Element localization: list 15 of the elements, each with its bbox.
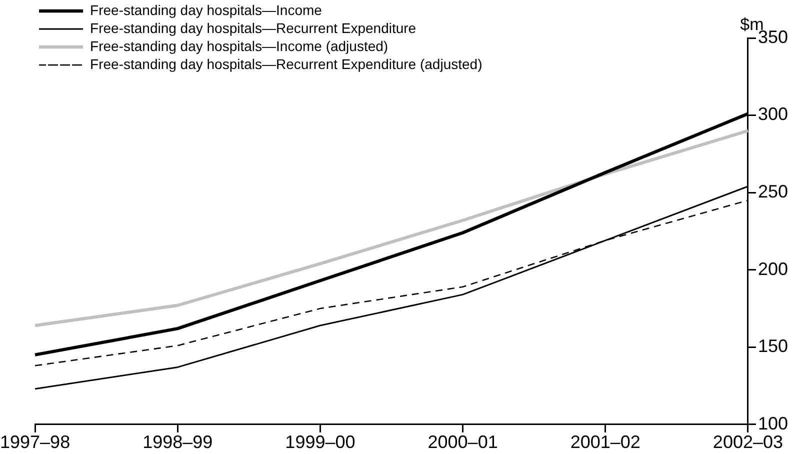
x-tick-label: 2001–02	[570, 432, 640, 452]
x-tick-label: 1999–00	[285, 432, 356, 452]
y-tick-label: 250	[758, 182, 788, 202]
legend-label: Free-standing day hospitals—Recurrent Expenditure	[90, 20, 416, 36]
legend-label: Free-standing day hospitals—Income	[90, 2, 322, 18]
legend-label: Free-standing day hospitals—Recurrent Expenditure (adjusted)	[90, 56, 482, 72]
x-tick-label: 1998–99	[142, 432, 213, 452]
x-tick-label: 1997–98	[0, 432, 70, 452]
x-tick-label: 2000–01	[428, 432, 498, 452]
y-tick-label: 200	[758, 258, 788, 279]
y-tick-label: 300	[758, 104, 788, 124]
x-tick-label: 2002–03	[712, 432, 784, 452]
y-tick-label: 150	[758, 336, 788, 356]
y-tick-label: 100	[758, 413, 788, 434]
legend-label: Free-standing day hospitals—Income (adjusted)	[90, 38, 388, 54]
